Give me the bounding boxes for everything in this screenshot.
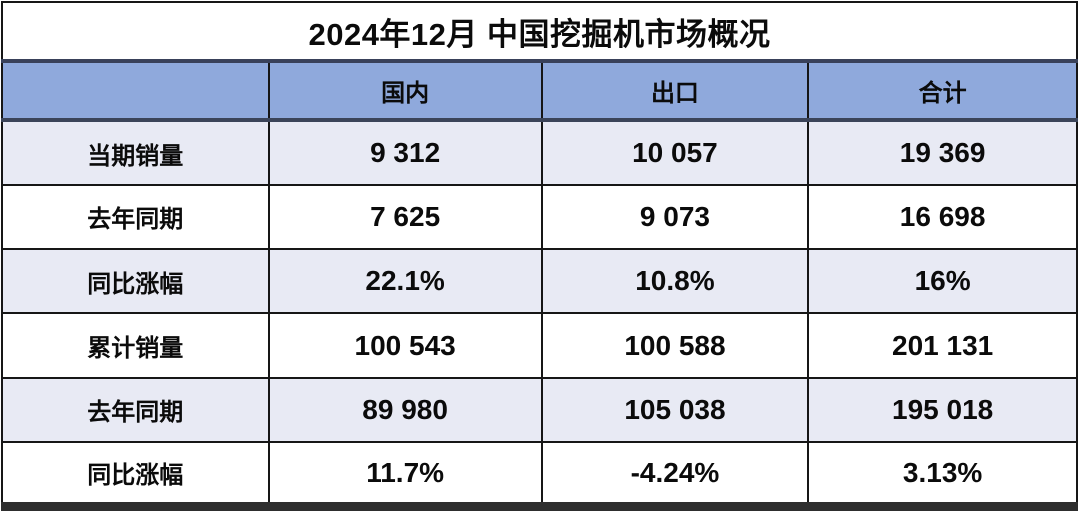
column-header-blank — [1, 59, 270, 123]
cell-value: 105 038 — [540, 376, 810, 444]
table-row-last-year-same-period-cumulative: 去年同期 89 980 105 038 195 018 — [1, 376, 1078, 444]
cell-value: 201 131 — [807, 312, 1078, 379]
cell-value: 100 588 — [540, 312, 810, 379]
cell-value: 9 073 — [540, 183, 810, 251]
table-row-last-year-same-period: 去年同期 7 625 9 073 16 698 — [1, 183, 1078, 251]
cell-value: 100 543 — [267, 312, 543, 379]
row-label: 同比涨幅 — [1, 441, 270, 512]
column-header-row: 国内 出口 合计 — [1, 59, 1078, 123]
row-label: 去年同期 — [1, 376, 270, 444]
cell-value: 7 625 — [267, 183, 543, 251]
row-label: 同比涨幅 — [1, 248, 270, 315]
row-label: 累计销量 — [1, 312, 270, 379]
cell-value: 11.7% — [267, 441, 543, 512]
column-header-domestic: 国内 — [267, 59, 543, 123]
column-header-total: 合计 — [807, 59, 1078, 123]
cell-value: 19 369 — [807, 119, 1078, 186]
cell-value: 89 980 — [267, 376, 543, 444]
column-header-export: 出口 — [540, 59, 810, 123]
cell-value: 3.13% — [807, 441, 1078, 512]
table-row-yoy-change-cumulative: 同比涨幅 11.7% -4.24% 3.13% — [1, 441, 1078, 512]
cell-value: 16 698 — [807, 183, 1078, 251]
table-row-yoy-change: 同比涨幅 22.1% 10.8% 16% — [1, 248, 1078, 315]
cell-value: 10 057 — [540, 119, 810, 186]
table-row-cumulative-sales: 累计销量 100 543 100 588 201 131 — [1, 312, 1078, 379]
row-label: 当期销量 — [1, 119, 270, 186]
cell-value: 9 312 — [267, 119, 543, 186]
cell-value: -4.24% — [540, 441, 810, 512]
row-label: 去年同期 — [1, 183, 270, 251]
page-title: 2024年12月 中国挖掘机市场概况 — [1, 0, 1078, 64]
table-row-current-sales: 当期销量 9 312 10 057 19 369 — [1, 119, 1078, 186]
cell-value: 16% — [807, 248, 1078, 315]
title-row: 2024年12月 中国挖掘机市场概况 — [1, 0, 1078, 64]
cell-value: 22.1% — [267, 248, 543, 315]
cell-value: 195 018 — [807, 376, 1078, 444]
cell-value: 10.8% — [540, 248, 810, 315]
